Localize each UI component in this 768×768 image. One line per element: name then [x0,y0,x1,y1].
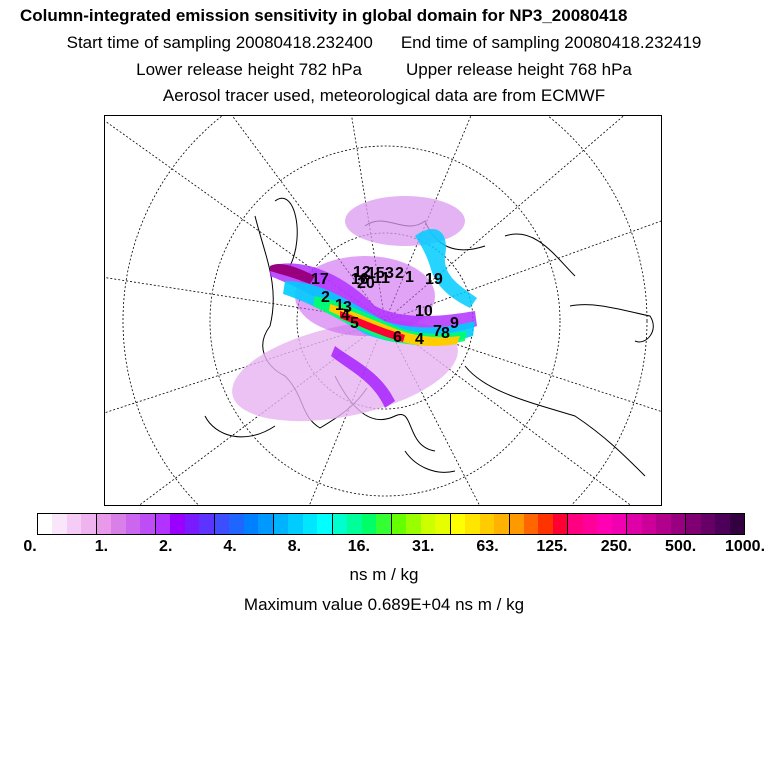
emission-plume [232,196,477,422]
map-graphic: 12 20 15 3 2 1 17 2 1 3 4 5 6 4 7 8 9 10… [105,116,661,505]
map-label: 10 [415,303,433,320]
color-swatch [288,514,303,534]
color-swatch [435,514,451,534]
color-swatch [523,514,539,534]
color-swatch [111,514,126,534]
tick-label: 16. [347,538,370,555]
tick-label: 125. [536,538,568,555]
color-swatch [568,514,583,534]
map-label: 2 [395,265,404,282]
map-label: 16 [351,271,369,288]
color-swatch [170,514,185,534]
coastlines [204,197,654,477]
color-swatch [140,514,156,534]
map-label: 7 [433,323,442,340]
color-swatch [258,514,274,534]
color-swatch [686,514,701,534]
color-swatch [715,514,730,534]
color-swatch [450,514,466,534]
map-label: 2 [321,289,330,306]
color-swatch [125,514,141,534]
map-label: 20 [357,275,375,292]
color-swatch [420,514,436,534]
color-swatch [66,514,82,534]
end-time: End time of sampling 20080418.232419 [400,33,702,52]
map-label: 17 [311,271,329,288]
map-label: 9 [450,315,459,332]
color-swatch [81,514,97,534]
color-swatch [361,514,377,534]
max-value: Maximum value 0.689E+04 ns m / kg [243,595,525,614]
map-label: 19 [425,271,443,288]
map-label: 1 [335,297,344,314]
trajectory-labels: 12 20 15 3 2 1 17 2 1 3 4 5 6 4 7 8 9 10… [311,264,459,348]
tick-label: 1000. [724,538,766,555]
color-scale-ticks: 0. 1. 2. 4. 8. 16. 31. 63. 125. 250. 500. 1000. [0,538,768,558]
color-swatch [302,514,318,534]
color-swatch [229,514,244,534]
map-label: 1 [405,269,414,286]
color-swatch [406,514,421,534]
polar-map: 12 20 15 3 2 1 17 2 1 3 4 5 6 4 7 8 9 10… [104,115,662,506]
tick-label: 8. [287,538,302,555]
color-swatch [52,514,67,534]
color-swatch [243,514,259,534]
tick-label: 4. [223,538,237,555]
map-label: 3 [385,265,394,282]
map-label: 4 [341,307,350,324]
color-swatch [391,514,407,534]
tracer-note: Aerosol tracer used, meteorological data… [162,86,606,105]
color-swatch [552,514,569,534]
color-swatch [479,514,495,534]
tick-label: 250. [600,538,632,555]
map-label: 15 [367,265,385,282]
color-swatch [332,514,348,534]
sampling-times: Start time of sampling 20080418.232400 En… [0,33,768,53]
lower-release: Lower release height 782 hPa [136,60,362,79]
color-swatch [376,514,392,534]
map-label: 4 [415,331,424,348]
map-label: 5 [350,315,359,332]
color-swatch [729,514,745,534]
color-swatch [509,514,524,534]
color-swatch [317,514,333,534]
color-swatch [155,514,171,534]
color-swatch [700,514,716,534]
color-swatch [597,514,612,534]
start-time: Start time of sampling 20080418.232400 [66,33,373,52]
color-swatch [670,514,687,534]
color-swatch [199,514,215,534]
color-swatch [96,514,112,534]
map-label: 11 [373,270,390,287]
tick-label: 0. [23,538,37,555]
tick-label: 1. [94,538,109,555]
units-label: ns m / kg [349,565,419,584]
color-swatch [38,514,53,534]
plot-title: Column-integrated emission sensitivity i… [20,6,628,25]
color-swatch [641,514,657,534]
color-swatch [184,514,200,534]
map-label: 8 [441,325,450,342]
tick-label: 31. [412,538,435,555]
map-label: 3 [343,299,352,316]
map-label: 6 [393,329,402,346]
color-swatch [656,514,671,534]
color-swatch [582,514,598,534]
upper-release: Upper release height 768 hPa [406,60,632,79]
tick-label: 500. [665,538,697,555]
color-swatch [273,514,289,534]
color-scale-bar [37,513,745,535]
color-swatch [627,514,642,534]
release-heights: Lower release height 782 hPa Upper releas… [0,60,768,80]
color-swatch [214,514,230,534]
color-swatch [465,514,480,534]
map-label: 12 [353,264,371,281]
color-swatch [494,514,510,534]
tick-label: 2. [159,538,173,555]
color-swatch [611,514,628,534]
tick-label: 63. [476,538,499,555]
color-swatch [347,514,362,534]
color-swatch [538,514,553,534]
